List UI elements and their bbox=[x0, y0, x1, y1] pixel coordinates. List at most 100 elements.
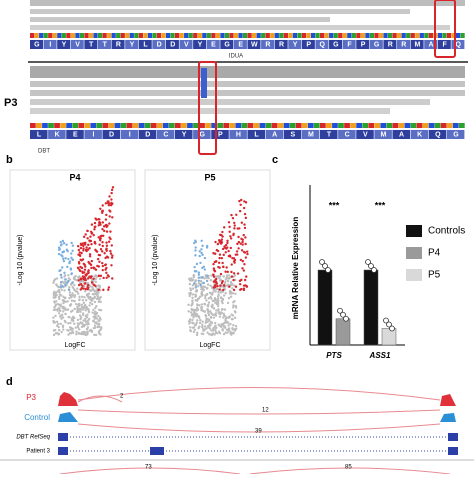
point bbox=[224, 291, 227, 295]
point bbox=[212, 316, 216, 319]
replicate-dot bbox=[368, 263, 374, 269]
point bbox=[88, 253, 92, 256]
exon bbox=[58, 447, 68, 455]
nucleotide bbox=[215, 33, 221, 38]
point bbox=[196, 297, 200, 301]
point bbox=[67, 274, 70, 277]
point bbox=[242, 206, 246, 210]
point bbox=[217, 323, 220, 326]
point bbox=[206, 305, 210, 308]
point bbox=[197, 271, 201, 274]
point bbox=[224, 315, 227, 318]
point bbox=[201, 320, 204, 323]
panel-d: d P3 Control DBT RefSeq Patient 3 2 12 3… bbox=[0, 376, 474, 475]
point bbox=[191, 303, 194, 306]
point bbox=[87, 322, 90, 326]
point bbox=[190, 314, 194, 317]
point bbox=[220, 325, 223, 329]
point bbox=[221, 280, 224, 283]
point bbox=[243, 251, 247, 254]
nucleotide bbox=[333, 33, 338, 38]
point bbox=[199, 318, 202, 322]
point bbox=[90, 259, 94, 263]
point bbox=[81, 312, 85, 315]
point bbox=[240, 221, 244, 224]
point bbox=[220, 256, 224, 260]
point bbox=[86, 277, 90, 280]
point bbox=[67, 257, 70, 261]
nucleotide bbox=[116, 33, 121, 38]
amino-acid-box bbox=[356, 40, 370, 49]
point bbox=[79, 265, 82, 269]
point bbox=[215, 281, 218, 284]
point bbox=[79, 310, 82, 314]
point bbox=[228, 230, 231, 234]
point bbox=[238, 209, 242, 213]
point bbox=[221, 328, 224, 331]
point bbox=[214, 260, 218, 263]
point bbox=[70, 252, 73, 255]
nucleotide bbox=[274, 33, 279, 38]
highlight-box bbox=[198, 61, 217, 155]
point bbox=[216, 304, 220, 308]
point bbox=[191, 318, 194, 322]
amino-acid: S bbox=[290, 131, 295, 138]
point bbox=[84, 333, 87, 337]
point bbox=[194, 254, 197, 257]
point bbox=[210, 312, 213, 315]
plot-title: P4 bbox=[69, 172, 80, 182]
point bbox=[195, 289, 198, 292]
nucleotide bbox=[229, 33, 234, 38]
point bbox=[64, 308, 68, 311]
point bbox=[243, 278, 247, 282]
point bbox=[63, 297, 67, 300]
track-label: P3 bbox=[26, 393, 36, 402]
nucleotide bbox=[288, 33, 293, 38]
point bbox=[66, 265, 69, 269]
junction-arc bbox=[77, 423, 441, 433]
point bbox=[223, 245, 226, 248]
nucleotide bbox=[265, 123, 272, 128]
point bbox=[61, 324, 65, 327]
point bbox=[81, 295, 84, 299]
point bbox=[201, 325, 204, 328]
point bbox=[102, 288, 105, 292]
replicate-dot bbox=[325, 267, 331, 273]
point bbox=[204, 296, 207, 300]
nucleotide bbox=[455, 33, 461, 38]
point bbox=[80, 282, 83, 286]
amino-acid-box bbox=[156, 130, 175, 139]
junction-count: 73 bbox=[145, 465, 152, 471]
point bbox=[225, 266, 228, 269]
point bbox=[212, 289, 216, 292]
nucleotide bbox=[378, 33, 384, 38]
nucleotide bbox=[410, 33, 415, 38]
point bbox=[217, 261, 221, 264]
point bbox=[56, 331, 59, 335]
nucleotide bbox=[369, 33, 375, 38]
amino-acid: V bbox=[363, 131, 368, 138]
point bbox=[89, 263, 93, 267]
point bbox=[216, 284, 219, 288]
point bbox=[105, 248, 108, 251]
point bbox=[86, 283, 90, 287]
amino-acid: R bbox=[279, 41, 284, 48]
nucleotide bbox=[326, 123, 332, 128]
nucleotide bbox=[351, 33, 356, 38]
point bbox=[58, 290, 61, 294]
amino-acid: T bbox=[89, 41, 94, 48]
nucleotide bbox=[84, 33, 89, 38]
point bbox=[60, 317, 63, 320]
point bbox=[228, 225, 231, 229]
point bbox=[241, 238, 245, 241]
point bbox=[105, 225, 108, 229]
significance: *** bbox=[375, 200, 386, 210]
amino-acid-box bbox=[125, 40, 139, 49]
replicate-dot bbox=[386, 321, 392, 328]
point bbox=[99, 274, 103, 278]
nucleotide bbox=[129, 33, 134, 38]
point bbox=[70, 327, 73, 331]
point bbox=[105, 213, 108, 217]
nucleotide bbox=[360, 33, 366, 38]
point bbox=[241, 243, 244, 246]
